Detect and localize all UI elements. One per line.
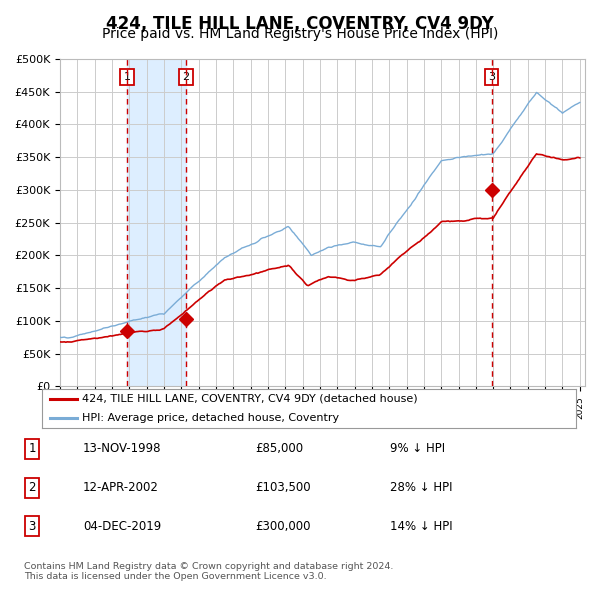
Text: 3: 3 [488,73,495,83]
Text: 04-DEC-2019: 04-DEC-2019 [83,520,161,533]
Text: Price paid vs. HM Land Registry's House Price Index (HPI): Price paid vs. HM Land Registry's House … [102,27,498,41]
Text: 12-APR-2002: 12-APR-2002 [83,481,159,494]
Text: 28% ↓ HPI: 28% ↓ HPI [390,481,453,494]
Text: 424, TILE HILL LANE, COVENTRY, CV4 9DY (detached house): 424, TILE HILL LANE, COVENTRY, CV4 9DY (… [82,394,418,404]
Text: 2: 2 [28,481,36,494]
Text: 9% ↓ HPI: 9% ↓ HPI [390,442,445,455]
Bar [127,59,186,386]
Text: £300,000: £300,000 [255,520,310,533]
Text: £85,000: £85,000 [255,442,303,455]
Text: Contains HM Land Registry data © Crown copyright and database right 2024.
This d: Contains HM Land Registry data © Crown c… [24,562,394,581]
Text: 424, TILE HILL LANE, COVENTRY, CV4 9DY: 424, TILE HILL LANE, COVENTRY, CV4 9DY [106,15,494,33]
Text: £103,500: £103,500 [255,481,311,494]
Text: 2: 2 [182,73,190,83]
Text: 1: 1 [28,442,36,455]
Text: 13-NOV-1998: 13-NOV-1998 [83,442,161,455]
Text: 1: 1 [124,73,131,83]
Text: HPI: Average price, detached house, Coventry: HPI: Average price, detached house, Cove… [82,413,339,423]
Text: 14% ↓ HPI: 14% ↓ HPI [390,520,453,533]
Text: 3: 3 [28,520,36,533]
